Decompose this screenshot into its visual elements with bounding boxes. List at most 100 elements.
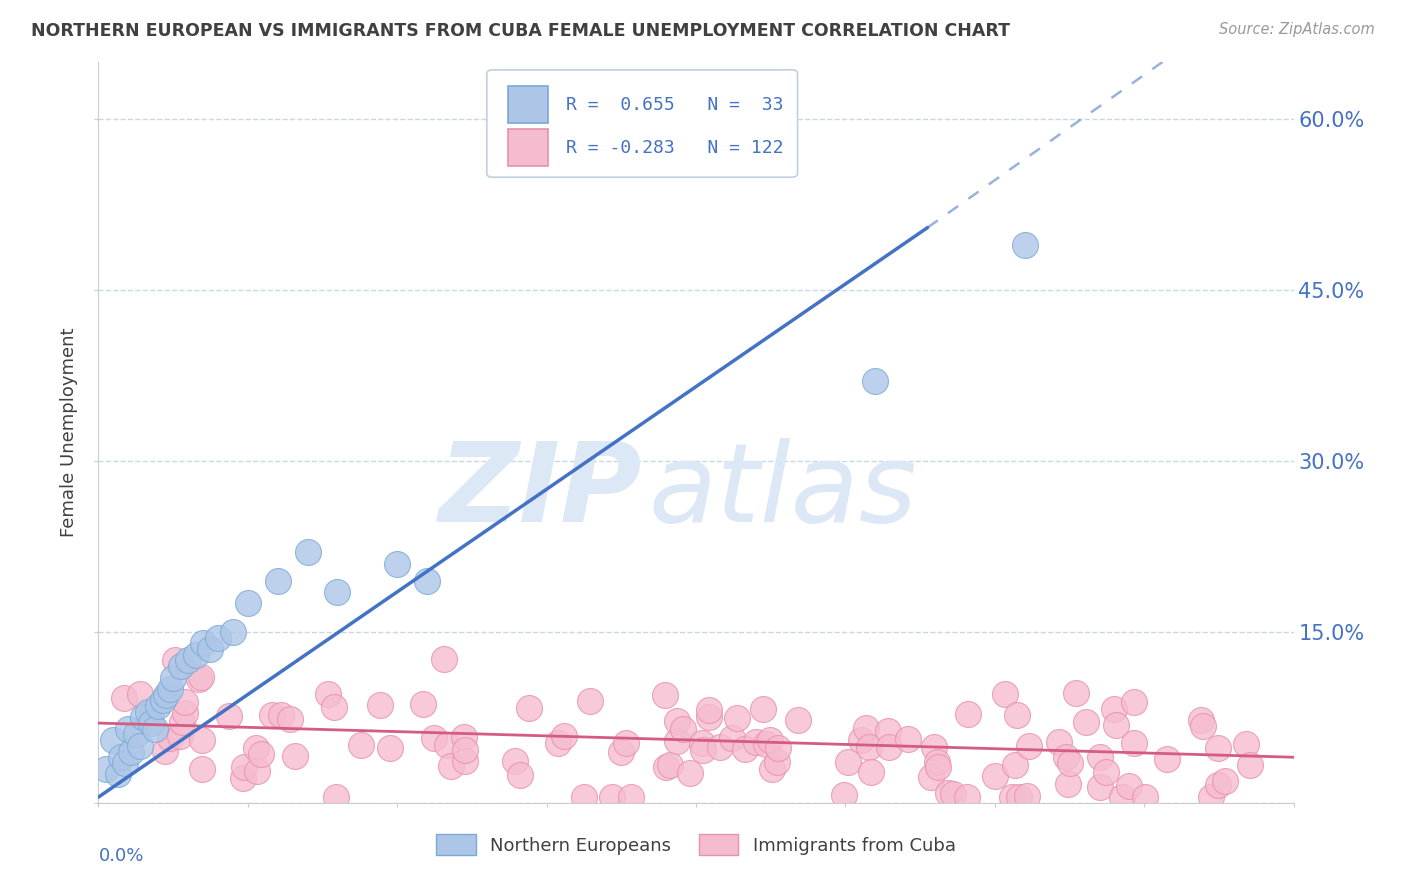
Point [725, 711, 748, 725]
Point [1001, 790, 1024, 805]
Point [112, 690, 135, 705]
Point [297, 545, 319, 559]
Point [94, 762, 117, 776]
Point [187, 672, 209, 686]
Point [1234, 737, 1257, 751]
Point [125, 727, 148, 741]
Point [412, 698, 434, 712]
Point [877, 723, 900, 738]
Point [129, 739, 152, 753]
Point [1004, 757, 1026, 772]
Point [1095, 764, 1118, 779]
Point [173, 695, 195, 709]
Point [614, 736, 637, 750]
Point [169, 659, 191, 673]
Point [170, 715, 193, 730]
Point [323, 700, 346, 714]
Point [855, 721, 877, 735]
Point [325, 790, 347, 805]
Point [1206, 741, 1229, 756]
FancyBboxPatch shape [486, 70, 797, 178]
Point [439, 759, 461, 773]
Point [246, 764, 269, 778]
Point [1118, 780, 1140, 794]
Point [865, 375, 887, 389]
Point [1213, 773, 1236, 788]
Point [697, 710, 720, 724]
Point [1088, 750, 1111, 764]
Point [422, 731, 444, 745]
Point [453, 731, 475, 745]
Text: ZIP: ZIP [439, 438, 643, 545]
Point [897, 731, 920, 746]
Point [1206, 778, 1229, 792]
Point [262, 707, 284, 722]
Point [837, 755, 859, 769]
Point [654, 688, 676, 702]
FancyBboxPatch shape [509, 129, 548, 166]
Point [1090, 780, 1112, 794]
Point [659, 757, 682, 772]
Point [173, 706, 195, 720]
Point [759, 733, 782, 747]
Point [1156, 751, 1178, 765]
Point [110, 750, 132, 764]
Point [600, 790, 623, 805]
Point [665, 734, 688, 748]
Point [132, 710, 155, 724]
Point [270, 707, 292, 722]
Point [232, 771, 254, 785]
Point [250, 747, 273, 761]
Point [368, 698, 391, 712]
Point [610, 745, 633, 759]
Point [553, 729, 575, 743]
Point [752, 702, 775, 716]
Point [190, 670, 212, 684]
Y-axis label: Female Unemployment: Female Unemployment [60, 328, 79, 537]
Point [120, 745, 142, 759]
Text: atlas: atlas [648, 438, 917, 545]
Point [1111, 790, 1133, 805]
Point [245, 740, 267, 755]
Point [517, 701, 540, 715]
Point [572, 790, 595, 805]
Point [936, 786, 959, 800]
Point [765, 756, 787, 770]
Point [267, 574, 290, 588]
Point [956, 790, 979, 805]
Point [547, 736, 569, 750]
Point [620, 790, 643, 805]
Point [136, 705, 159, 719]
Point [786, 714, 808, 728]
Point [159, 681, 181, 696]
Point [672, 723, 695, 737]
Point [416, 574, 439, 588]
Point [1057, 777, 1080, 791]
Point [1199, 790, 1222, 805]
Point [350, 738, 373, 752]
Point [436, 738, 458, 752]
Point [1122, 735, 1144, 749]
Point [236, 597, 259, 611]
Point [503, 755, 526, 769]
Point [1074, 715, 1097, 730]
Point [169, 729, 191, 743]
Point [184, 648, 207, 662]
Point [1104, 701, 1126, 715]
Point [165, 653, 187, 667]
Point [721, 731, 744, 746]
Point [1189, 713, 1212, 727]
Point [139, 716, 162, 731]
Point [1192, 719, 1215, 733]
Point [1123, 695, 1146, 709]
Text: 0.0%: 0.0% [98, 847, 143, 865]
Point [927, 755, 949, 769]
Point [316, 687, 339, 701]
Point [1014, 237, 1036, 252]
Point [177, 653, 200, 667]
Point [942, 787, 965, 801]
Point [768, 741, 790, 756]
Point [579, 694, 602, 708]
Point [860, 764, 883, 779]
Point [709, 739, 731, 754]
